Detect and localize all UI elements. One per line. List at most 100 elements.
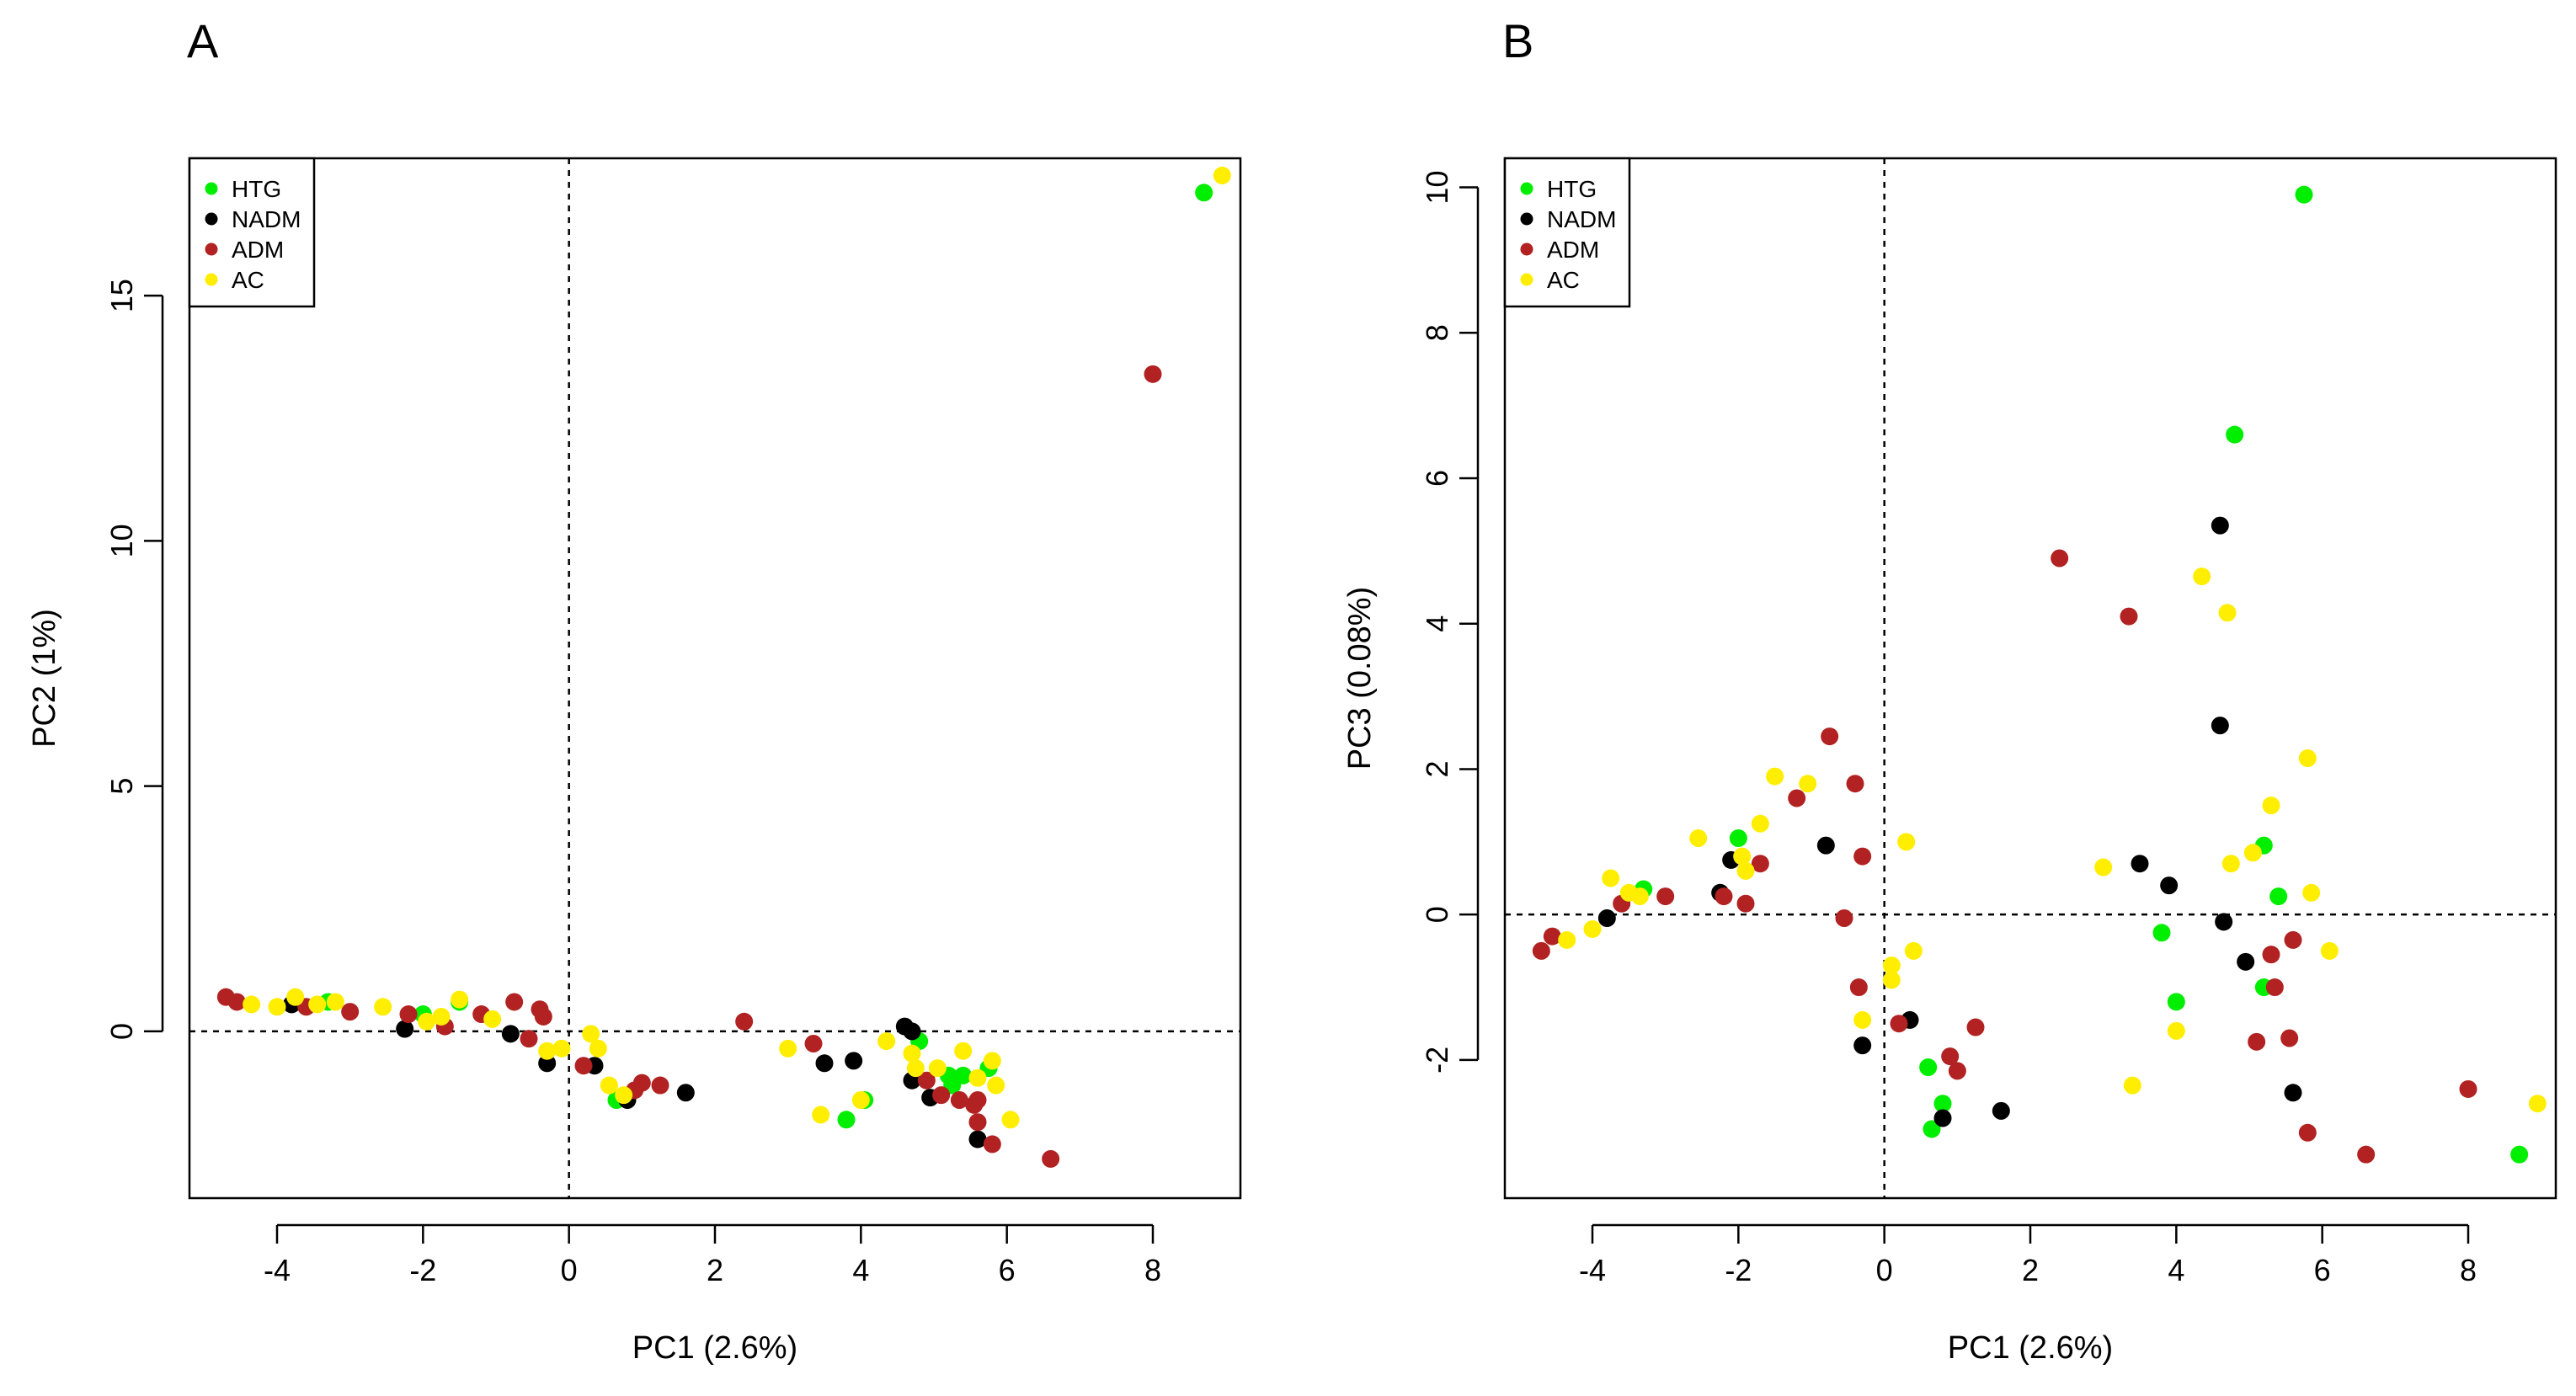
point-htg — [2167, 993, 2185, 1011]
point-adm — [1890, 1015, 1908, 1033]
point-adm — [983, 1135, 1001, 1154]
point-ac — [2302, 883, 2321, 902]
point-adm — [505, 993, 524, 1011]
point-ac — [2123, 1076, 2141, 1095]
x-axis-title: PC1 (2.6%) — [1948, 1330, 2113, 1366]
legend-label-nadm: NADM — [232, 206, 301, 232]
y-axis-title: PC3 (0.08%) — [1342, 587, 1378, 770]
point-adm — [1941, 1047, 1960, 1066]
point-ac — [779, 1039, 797, 1058]
point-ac — [2528, 1095, 2547, 1113]
y-tick-label: 4 — [1420, 615, 1454, 632]
point-ac — [1558, 930, 1576, 949]
point-nadm — [1992, 1101, 2010, 1120]
point-ac — [286, 988, 305, 1006]
legend-label-ac: AC — [232, 267, 264, 293]
point-nadm — [2211, 717, 2229, 735]
legend-swatch-htg — [1520, 182, 1533, 195]
point-adm — [968, 1090, 987, 1109]
point-ac — [451, 990, 469, 1009]
point-ac — [2262, 797, 2280, 815]
point-ac — [906, 1059, 925, 1078]
point-htg — [1919, 1058, 1938, 1077]
panel-letter: B — [1502, 14, 1533, 67]
point-ac — [2094, 858, 2113, 876]
point-nadm — [968, 1130, 987, 1148]
point-ac — [954, 1042, 973, 1060]
point-ac — [1882, 956, 1901, 975]
point-ac — [268, 998, 286, 1016]
point-htg — [1923, 1120, 1941, 1138]
point-adm — [534, 1007, 552, 1026]
y-tick-label: -2 — [1420, 1047, 1454, 1074]
point-ac — [1630, 887, 1649, 906]
point-nadm — [1597, 909, 1616, 927]
point-ac — [615, 1086, 633, 1105]
y-tick-label: 0 — [104, 1023, 139, 1040]
legend-label-htg: HTG — [232, 176, 281, 202]
point-adm — [1835, 909, 1853, 927]
point-nadm — [1853, 1036, 1872, 1055]
point-ac — [1904, 941, 1923, 960]
point-nadm — [2284, 1084, 2302, 1102]
x-tick-label: 6 — [2314, 1253, 2331, 1287]
point-ac — [600, 1076, 618, 1095]
point-adm — [2280, 1029, 2299, 1047]
point-ac — [1751, 814, 1769, 833]
x-axis-title: PC1 (2.6%) — [632, 1330, 797, 1366]
x-tick-label: -4 — [264, 1253, 291, 1287]
point-adm — [932, 1086, 951, 1105]
point-ac — [1853, 1010, 1872, 1029]
point-ac — [1897, 833, 1916, 851]
point-adm — [1736, 894, 1755, 913]
panel-letter: A — [187, 14, 219, 67]
point-ac — [1736, 861, 1755, 880]
point-ac — [326, 993, 344, 1011]
point-nadm — [1816, 836, 1835, 855]
point-ac — [1689, 829, 1708, 847]
x-tick-label: 6 — [999, 1253, 1016, 1287]
point-adm — [1821, 727, 1839, 746]
x-axis: -4 -2 0 2 4 6 8 PC1 (2.6%) — [1579, 1223, 2477, 1366]
point-nadm — [2215, 913, 2233, 931]
point-adm — [1846, 775, 1864, 793]
legend-swatch-htg — [205, 182, 218, 195]
point-adm — [1751, 855, 1769, 873]
point-adm — [1144, 365, 1162, 383]
legend-swatch-nadm — [1520, 212, 1533, 226]
point-ac — [1799, 775, 1817, 793]
x-tick-label: 2 — [2022, 1253, 2039, 1287]
point-adm — [2284, 930, 2302, 949]
legend-swatch-nadm — [205, 212, 218, 226]
point-nadm — [538, 1054, 557, 1073]
x-tick-label: -2 — [1725, 1253, 1752, 1287]
point-ac — [968, 1068, 987, 1087]
legend-label-nadm: NADM — [1547, 206, 1616, 232]
point-ac — [374, 998, 392, 1016]
legend-swatch-adm — [205, 242, 218, 256]
panel-b: B -4 -2 0 2 4 6 8 PC1 (2.6%) -2 0 2 4 6 8 10 PC3 (0.08%)… — [1342, 14, 2557, 1366]
point-adm — [2120, 607, 2138, 626]
point-ac — [432, 1007, 451, 1026]
y-tick-label: 5 — [104, 778, 139, 795]
point-adm — [1543, 927, 1561, 946]
legend-label-adm: ADM — [1547, 237, 1599, 263]
legend-swatch-ac — [1520, 273, 1533, 286]
point-nadm — [1933, 1109, 1952, 1127]
point-adm — [1966, 1018, 1985, 1036]
point-ac — [418, 1012, 436, 1031]
point-htg — [2510, 1145, 2529, 1164]
point-adm — [1715, 887, 1733, 906]
point-ac — [1583, 919, 1602, 938]
x-tick-label: -4 — [1579, 1253, 1606, 1287]
legend-swatch-adm — [1520, 242, 1533, 256]
point-adm — [227, 993, 246, 1011]
point-ac — [552, 1039, 571, 1058]
point-adm — [735, 1012, 754, 1031]
point-nadm — [903, 1022, 921, 1041]
x-tick-label: 0 — [561, 1253, 578, 1287]
point-ac — [538, 1042, 557, 1060]
point-adm — [804, 1034, 823, 1052]
legend: HTG NADM ADM AC — [188, 157, 316, 308]
